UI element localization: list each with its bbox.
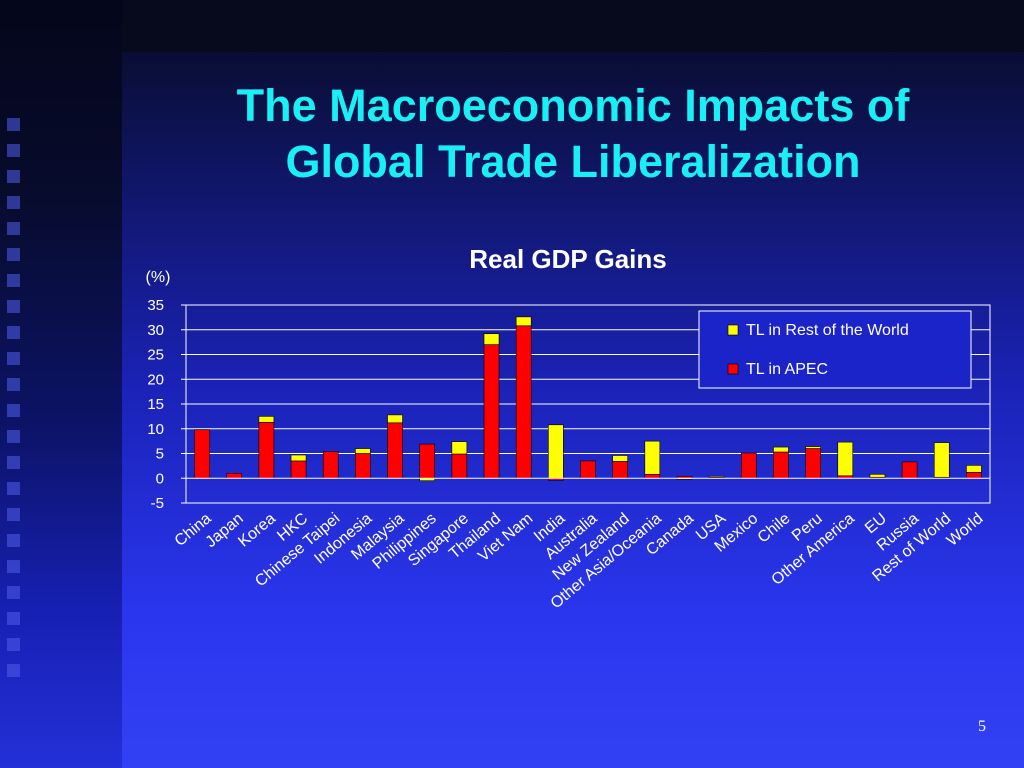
decorative-squares xyxy=(7,118,27,690)
legend-box xyxy=(698,310,972,389)
y-axis-label: (%) xyxy=(146,269,171,286)
bar-rest-of-world xyxy=(515,316,532,327)
x-tick-label: World xyxy=(944,510,987,550)
decorative-square xyxy=(7,352,20,365)
decorative-square xyxy=(7,534,20,547)
x-tick-label: Korea xyxy=(235,510,279,551)
decorative-square xyxy=(7,144,20,157)
bar-rest-of-world xyxy=(387,414,403,424)
bar-apec xyxy=(740,452,757,479)
bar-apec xyxy=(258,422,275,479)
bar-rest-of-world xyxy=(483,333,500,345)
decorative-square xyxy=(7,222,20,235)
decorative-square xyxy=(7,430,20,443)
x-tick-label: Japan xyxy=(202,510,246,551)
slide-title-line-1: The Macroeconomic Impacts of xyxy=(236,80,910,131)
decorative-square xyxy=(7,638,20,651)
y-tick-label: 5 xyxy=(156,446,164,463)
decorative-square xyxy=(7,118,20,131)
bar-apec xyxy=(451,453,468,479)
bar-rest-of-world xyxy=(773,446,789,453)
bar-rest-of-world xyxy=(451,441,468,455)
decorative-square xyxy=(7,300,20,313)
bar-apec xyxy=(355,453,371,479)
decorative-square xyxy=(7,196,20,209)
y-tick-label: 35 xyxy=(147,297,164,314)
bar-rest-of-world xyxy=(805,446,821,449)
decorative-square xyxy=(7,378,20,391)
legend-label: TL in APEC xyxy=(746,361,828,378)
decorative-square xyxy=(7,170,20,183)
y-tick-label: -5 xyxy=(151,495,164,512)
bar-apec xyxy=(644,473,661,479)
bar-apec xyxy=(387,422,403,479)
decorative-square xyxy=(7,586,20,599)
bar-apec xyxy=(226,472,243,479)
chart-title: Real GDP Gains xyxy=(469,244,667,274)
top-band xyxy=(0,0,1024,52)
bar-rest-of-world xyxy=(548,424,564,479)
slide-title: The Macroeconomic Impacts of Global Trad… xyxy=(122,78,1024,190)
y-tick-label: 10 xyxy=(147,421,164,438)
bar-apec xyxy=(612,461,628,479)
bar-rest-of-world xyxy=(837,441,854,477)
decorative-square xyxy=(7,612,20,625)
bar-apec xyxy=(419,443,436,479)
decorative-square xyxy=(7,404,20,417)
decorative-square xyxy=(7,248,20,261)
bar-rest-of-world xyxy=(869,473,886,478)
decorative-square xyxy=(7,664,20,677)
slide-title-line-2: Global Trade Liberalization xyxy=(285,136,861,187)
bar-apec xyxy=(194,429,210,479)
bar-rest-of-world xyxy=(290,454,307,462)
bar-rest-of-world xyxy=(644,440,661,475)
x-tick-label: Chile xyxy=(755,510,794,547)
bar-apec xyxy=(901,461,918,479)
y-tick-label: 15 xyxy=(147,396,164,413)
bar-rest-of-world xyxy=(933,442,950,478)
bar-apec xyxy=(773,451,789,479)
legend: TL in Rest of the World TL in APEC xyxy=(698,310,972,389)
bar-apec xyxy=(483,344,500,479)
bar-rest-of-world xyxy=(708,475,725,478)
decorative-square xyxy=(7,560,20,573)
bar-rest-of-world xyxy=(966,465,982,473)
decorative-square xyxy=(7,508,20,521)
decorative-square xyxy=(7,326,20,339)
bar-apec xyxy=(515,325,532,479)
left-decorative-strip xyxy=(0,0,122,768)
legend-swatch xyxy=(727,324,739,336)
decorative-square xyxy=(7,482,20,495)
decorative-square xyxy=(7,274,20,287)
decorative-square xyxy=(7,456,20,469)
bar-rest-of-world xyxy=(258,416,275,423)
y-tick-label: 30 xyxy=(147,322,164,339)
legend-label: TL in Rest of the World xyxy=(746,322,909,339)
y-tick-label: 0 xyxy=(156,470,164,487)
y-tick-label: 25 xyxy=(147,347,164,364)
bar-apec xyxy=(966,472,982,479)
bar-apec xyxy=(805,448,821,479)
y-tick-label: 20 xyxy=(147,371,164,388)
page-number: 5 xyxy=(978,718,986,735)
legend-swatch xyxy=(727,363,739,375)
bar-apec xyxy=(322,451,339,479)
bar-apec xyxy=(580,460,596,479)
bar-rest-of-world xyxy=(612,455,628,462)
bar-apec xyxy=(290,460,307,479)
bar-rest-of-world xyxy=(355,448,371,454)
